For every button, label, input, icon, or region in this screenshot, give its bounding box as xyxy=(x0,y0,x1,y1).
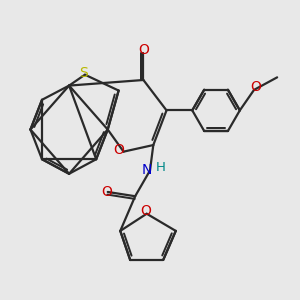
Text: O: O xyxy=(138,43,149,57)
Text: S: S xyxy=(79,66,88,80)
Text: N: N xyxy=(141,164,152,178)
Text: O: O xyxy=(101,185,112,199)
Text: O: O xyxy=(250,80,261,94)
Text: O: O xyxy=(113,143,124,157)
Text: O: O xyxy=(140,204,151,218)
Text: H: H xyxy=(155,161,165,174)
